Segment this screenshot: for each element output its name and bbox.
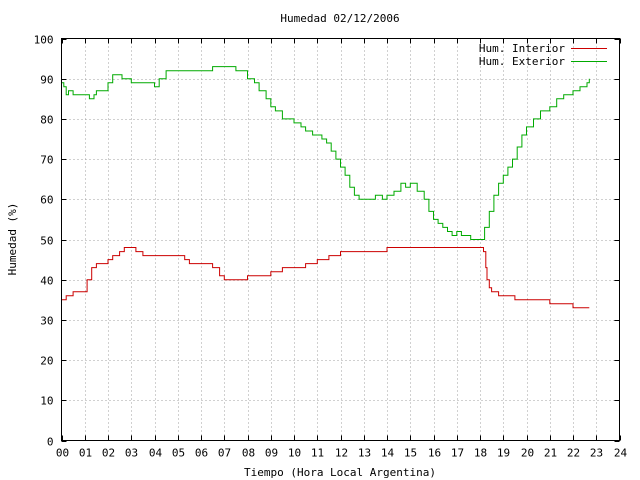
x-tick-label: 02 — [102, 447, 115, 460]
x-tick-label: 18 — [474, 447, 487, 460]
y-tick-label: 80 — [40, 114, 53, 127]
x-tick-label: 22 — [567, 447, 580, 460]
x-tick-label: 05 — [172, 447, 185, 460]
series-layer — [61, 66, 590, 309]
x-tick-label: 16 — [428, 447, 441, 460]
x-tick-label: 20 — [521, 447, 534, 460]
x-tick-label: 10 — [288, 447, 301, 460]
plot-frame — [61, 38, 620, 441]
x-tick-label: 01 — [79, 447, 92, 460]
x-tick-label: 00 — [56, 447, 69, 460]
x-tick-label: 03 — [125, 447, 138, 460]
ticks-layer — [61, 38, 621, 442]
x-tick-label: 19 — [497, 447, 510, 460]
y-tick-label: 10 — [40, 395, 53, 408]
x-tick-label: 24 — [614, 447, 628, 460]
y-tick-label: 100 — [34, 34, 54, 47]
x-tick-label: 12 — [335, 447, 348, 460]
legend: Hum. Interior Hum. Exterior — [479, 42, 607, 68]
chart-title: Humedad 02/12/2006 — [280, 12, 399, 25]
x-tick-label: 15 — [404, 447, 417, 460]
legend-label-interior: Hum. Interior — [479, 42, 565, 55]
x-axis-label: Tiempo (Hora Local Argentina) — [244, 466, 436, 479]
x-tick-label: 14 — [381, 447, 395, 460]
y-tick-label: 20 — [40, 355, 53, 368]
grid-layer — [61, 38, 620, 441]
x-tick-label: 06 — [195, 447, 208, 460]
x-tick-label: 17 — [451, 447, 464, 460]
y-tick-label: 30 — [40, 315, 53, 328]
x-tick-label: 23 — [590, 447, 603, 460]
y-tick-label: 90 — [40, 74, 53, 87]
y-tick-label: 40 — [40, 275, 53, 288]
x-tick-label: 11 — [311, 447, 324, 460]
x-tick-label: 21 — [544, 447, 557, 460]
tick-labels: 00 01 02 03 04 05 06 07 08 09 10 11 12 13 14 15 16 17 18 19… — [34, 34, 628, 460]
x-tick-label: 13 — [358, 447, 371, 460]
series-line-exterior — [61, 66, 590, 240]
x-tick-label: 04 — [149, 447, 163, 460]
series-line-interior — [61, 247, 590, 309]
y-tick-label: 70 — [40, 154, 53, 167]
y-tick-label: 50 — [40, 235, 53, 248]
x-tick-label: 07 — [218, 447, 231, 460]
x-tick-label: 08 — [242, 447, 255, 460]
y-tick-label: 60 — [40, 194, 53, 207]
y-axis-label: Humedad (%) — [6, 203, 19, 276]
x-tick-label: 09 — [265, 447, 278, 460]
legend-label-exterior: Hum. Exterior — [479, 55, 565, 68]
y-tick-label: 0 — [47, 436, 54, 449]
